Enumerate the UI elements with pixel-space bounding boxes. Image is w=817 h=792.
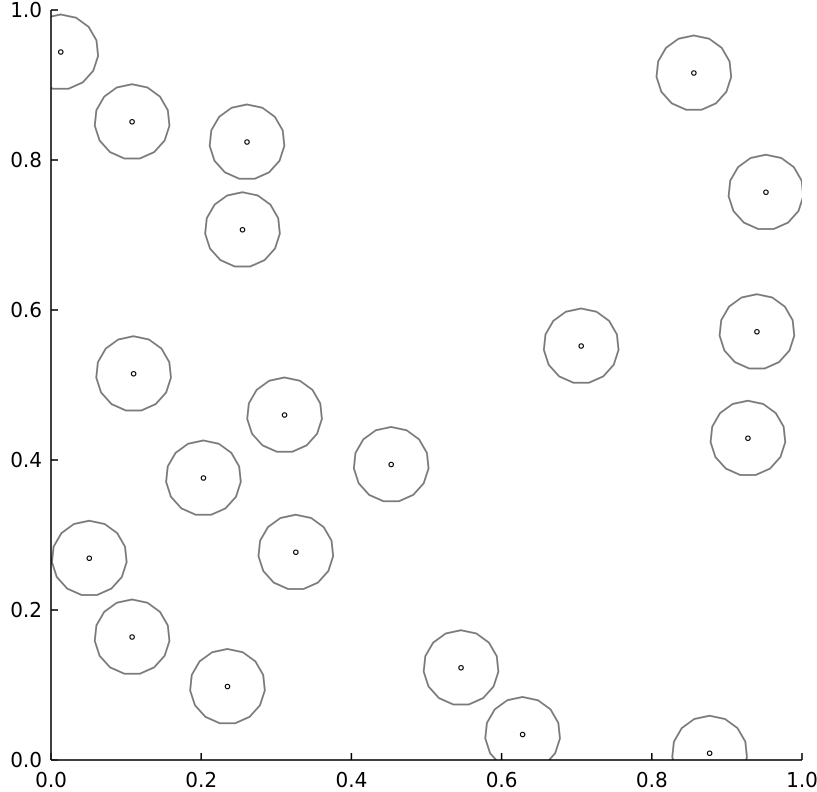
x-tick-label: 0.8	[636, 768, 668, 792]
data-point-0	[57, 49, 64, 55]
data-point-5	[763, 189, 769, 196]
ring-13	[51, 519, 128, 596]
ring-5	[727, 153, 802, 230]
data-point-2	[244, 139, 250, 145]
ring-4	[655, 34, 733, 111]
ring-15	[93, 598, 171, 675]
ring-14	[257, 513, 335, 590]
points-layer	[57, 49, 769, 757]
data-point-18	[519, 731, 526, 738]
ring-8	[95, 335, 172, 412]
y-tick-label: 0.0	[10, 748, 42, 772]
ring-1	[93, 83, 171, 160]
data-point-4	[691, 70, 697, 76]
ring-19	[671, 714, 748, 760]
ring-17	[422, 629, 500, 706]
ring-6	[718, 293, 796, 370]
ring-3	[204, 191, 281, 268]
data-point-6	[754, 328, 760, 335]
data-point-11	[200, 475, 207, 481]
y-tick-label: 0.8	[10, 148, 42, 172]
data-point-8	[130, 370, 137, 377]
x-tick-label: 0.0	[35, 768, 67, 792]
data-point-19	[706, 750, 713, 757]
data-point-14	[293, 549, 299, 556]
ring-16	[189, 648, 266, 725]
x-axis-ticks: 0.0 0.2 0.4 0.6 0.8 1.0	[35, 753, 817, 792]
data-point-3	[239, 226, 246, 233]
data-point-9	[281, 412, 288, 418]
data-point-10	[745, 435, 751, 442]
ring-12	[352, 426, 430, 503]
ring-9	[246, 376, 323, 453]
data-point-13	[86, 555, 93, 562]
y-tick-label: 0.4	[10, 448, 42, 472]
data-point-1	[129, 118, 135, 125]
ring-10	[709, 399, 787, 476]
y-tick-label: 0.6	[10, 298, 42, 322]
ring-7	[542, 307, 620, 384]
ring-11	[165, 439, 242, 516]
ring-2	[208, 103, 286, 180]
y-tick-label: 1.0	[10, 0, 42, 22]
ring-18	[484, 696, 561, 760]
data-point-15	[129, 634, 135, 640]
x-tick-label: 1.0	[786, 768, 817, 792]
x-tick-label: 0.2	[185, 768, 217, 792]
y-tick-label: 0.2	[10, 598, 42, 622]
ring-0	[51, 13, 100, 90]
y-axis-ticks: 0.0 0.2 0.4 0.6 0.8 1.0	[10, 0, 58, 772]
x-tick-label: 0.4	[335, 768, 367, 792]
data-point-16	[224, 683, 231, 690]
data-point-12	[388, 461, 395, 468]
rings-layer	[51, 13, 802, 760]
data-point-7	[578, 343, 585, 349]
data-point-17	[458, 664, 464, 671]
x-tick-label: 0.6	[486, 768, 518, 792]
